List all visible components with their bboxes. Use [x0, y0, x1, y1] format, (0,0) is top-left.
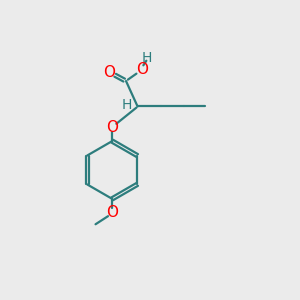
- Text: O: O: [106, 205, 118, 220]
- Text: H: H: [122, 98, 132, 112]
- Text: O: O: [103, 65, 115, 80]
- Text: H: H: [141, 51, 152, 65]
- Text: O: O: [106, 120, 118, 135]
- Text: O: O: [136, 62, 148, 77]
